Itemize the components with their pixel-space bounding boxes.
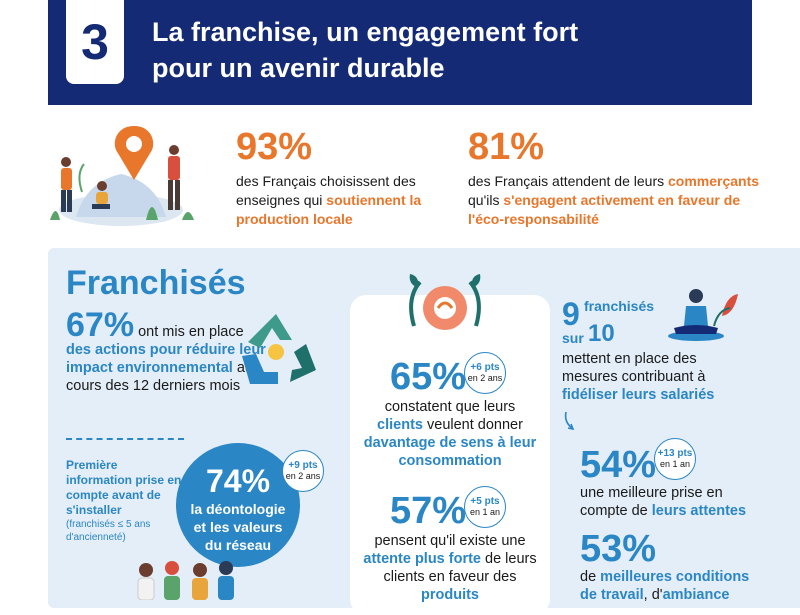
heart-cycle-icon	[409, 274, 481, 330]
stat-81-text: des Français attendent de leurs commerça…	[468, 173, 760, 227]
first-info-label: Première information prise en compte ava…	[66, 458, 182, 517]
stat-74-circle: 74% la déontologie et les valeurs du rés…	[176, 443, 300, 567]
stat-93-value: 93%	[236, 126, 313, 168]
stat-9-den: 10	[588, 320, 615, 347]
center-card	[350, 295, 550, 615]
stat-57-text: pensent qu'il existe une attente plus fo…	[363, 533, 537, 603]
stat-57-value: 57%	[390, 490, 467, 532]
stat-81-value: 81%	[468, 126, 545, 168]
people-illustration-icon	[137, 561, 234, 600]
stat-9-word2: sur	[562, 330, 584, 346]
first-info-note: (franchisés ≤ 5 ans d'ancienneté)	[66, 519, 151, 543]
map-pin-icon	[50, 126, 194, 226]
stat-9-word1: franchisés	[584, 298, 655, 314]
meditation-person-icon	[668, 289, 738, 341]
stat-54-text: une meilleure prise en compte de leurs a…	[580, 485, 747, 519]
stat-54-badge: +13 pts en 1 an	[654, 438, 696, 480]
recycle-icon	[242, 314, 316, 384]
stat-9-num: 9	[562, 296, 580, 332]
stat-57-badge: +5 pts en 1 an	[464, 486, 506, 528]
stat-65-value: 65%	[390, 356, 467, 398]
stat-54-value: 54%	[580, 444, 657, 486]
curved-arrow-icon	[564, 411, 575, 431]
stat-65-text: constatent que leurs clients veulent don…	[363, 399, 537, 469]
divider	[66, 438, 184, 440]
stat-67: 67% ont mis en place des actions pour ré…	[66, 306, 266, 394]
header-banner	[48, 0, 752, 105]
stat-9-text: mettent en place des mesures contribuant…	[562, 351, 715, 403]
panel-title: Franchisés	[66, 264, 246, 302]
stat-53-value: 53%	[580, 528, 657, 570]
stat-53-text: de meilleures conditions de travail, d'a…	[580, 569, 750, 603]
stat-65-badge: +6 pts en 2 ans	[464, 352, 506, 394]
stat-93-text: des Français choisissent des enseignes q…	[236, 173, 422, 227]
section-number: 3	[66, 0, 124, 84]
stat-74-badge: +9 pts en 2 ans	[282, 450, 324, 492]
page-title: La franchise, un engagement fort pour un…	[152, 17, 579, 83]
